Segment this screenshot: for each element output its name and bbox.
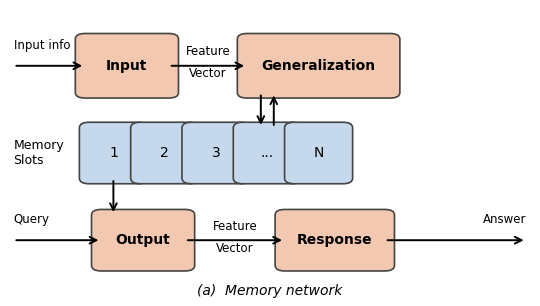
FancyBboxPatch shape [238,34,400,98]
Text: Output: Output [116,233,171,247]
FancyBboxPatch shape [76,34,178,98]
FancyBboxPatch shape [182,122,250,184]
FancyBboxPatch shape [275,209,394,271]
Text: 3: 3 [212,146,220,160]
Text: Generalization: Generalization [261,59,376,73]
Text: Vector: Vector [189,67,227,80]
Text: ...: ... [261,146,274,160]
Text: Memory
Slots: Memory Slots [14,139,64,167]
Text: Query: Query [14,214,50,226]
Text: Input info: Input info [14,39,70,52]
Text: Feature: Feature [213,220,257,233]
Text: Input: Input [106,59,147,73]
FancyBboxPatch shape [79,122,147,184]
Text: Feature: Feature [186,45,230,58]
Text: N: N [313,146,324,160]
Text: Vector: Vector [216,242,254,255]
Text: 2: 2 [160,146,169,160]
FancyBboxPatch shape [285,122,353,184]
FancyBboxPatch shape [233,122,301,184]
Text: 1: 1 [109,146,118,160]
Text: Answer: Answer [483,214,526,226]
Text: Response: Response [297,233,373,247]
FancyBboxPatch shape [131,122,199,184]
FancyBboxPatch shape [92,209,195,271]
Text: (a)  Memory network: (a) Memory network [198,284,342,298]
